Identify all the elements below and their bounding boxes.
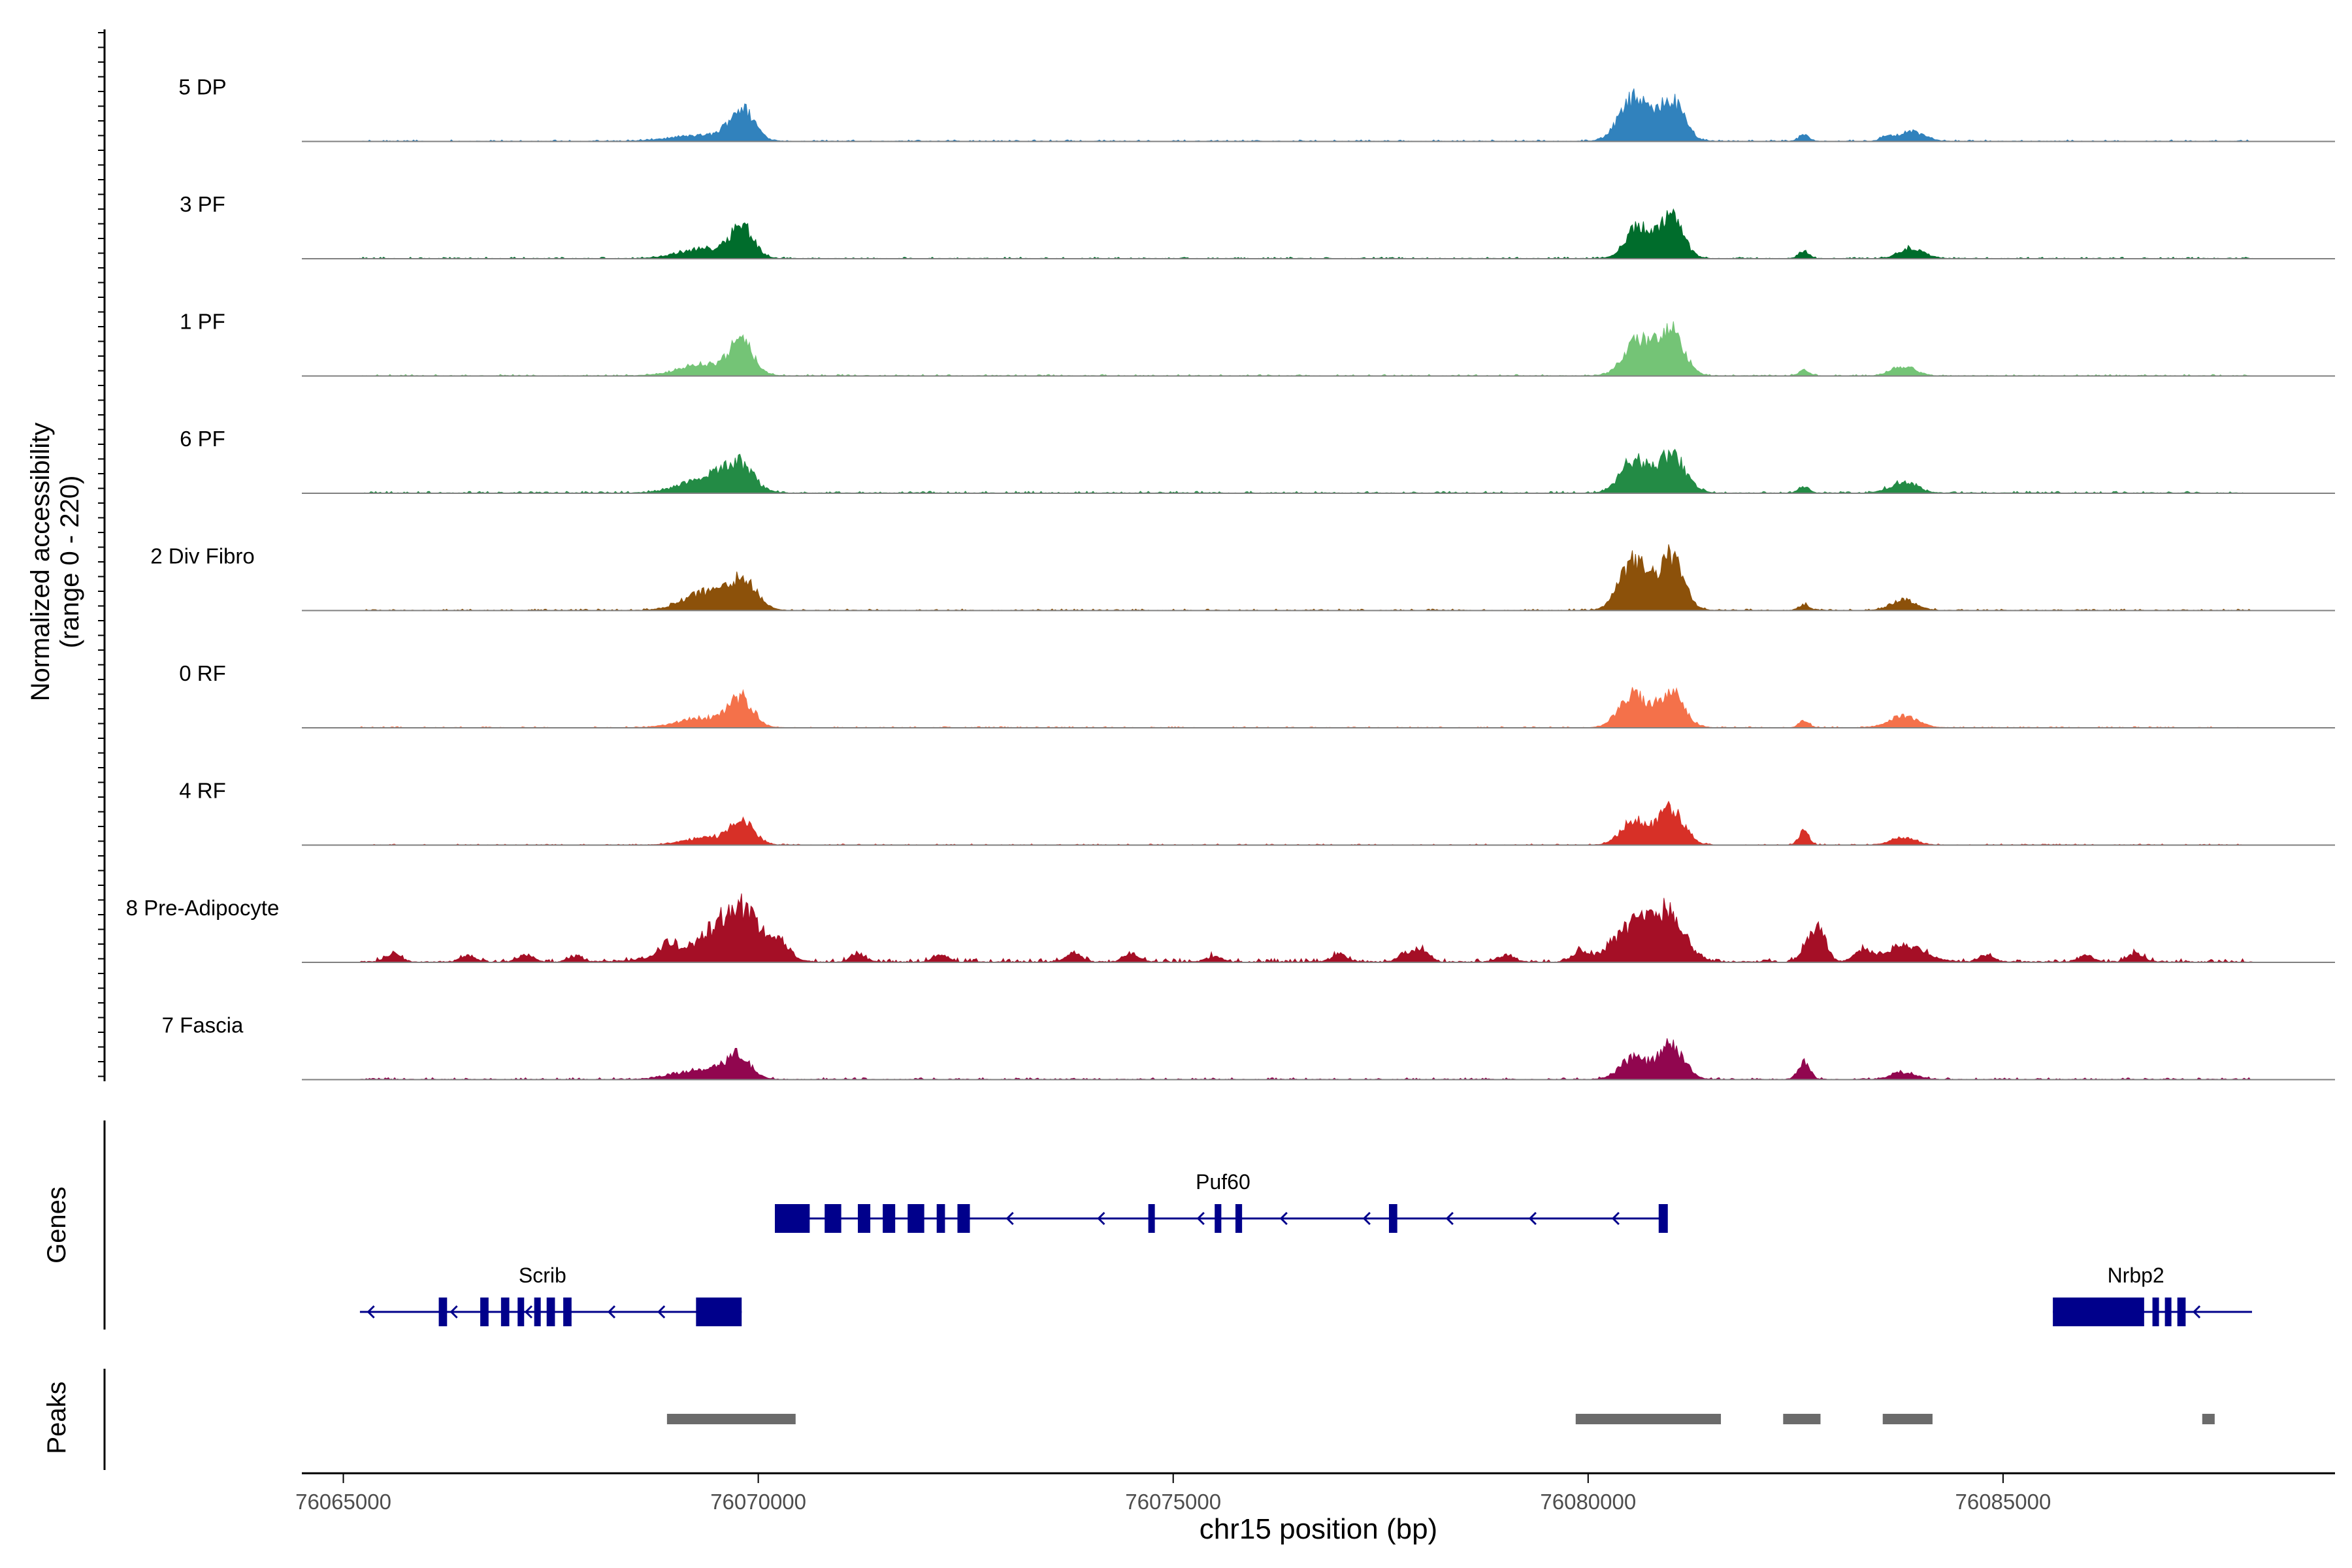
track-label: 8 Pre-Adipocyte xyxy=(126,896,280,920)
exon xyxy=(517,1298,525,1326)
gene-scrib: Scrib xyxy=(359,1264,742,1326)
exon xyxy=(1658,1204,1668,1233)
track-7-fascia: 7 Fascia xyxy=(162,1013,2335,1081)
strand-arrow xyxy=(1097,1211,1105,1226)
exon xyxy=(2152,1298,2159,1326)
exon xyxy=(858,1204,871,1233)
exon xyxy=(1388,1204,1397,1233)
track-label: 6 PF xyxy=(180,427,225,451)
x-tick-label: 76085000 xyxy=(1955,1490,2051,1514)
track-label: 3 PF xyxy=(180,192,225,216)
exon xyxy=(563,1298,572,1326)
track-2-div-fibro: 2 Div Fibro xyxy=(150,544,2335,612)
strand-arrow xyxy=(2192,1305,2201,1319)
gene-puf60: Puf60 xyxy=(775,1170,1668,1233)
strand-arrow xyxy=(1279,1211,1288,1226)
track-3-pf: 3 PF xyxy=(180,192,2335,259)
gene-label: Scrib xyxy=(519,1264,566,1287)
strand-arrow xyxy=(657,1305,666,1319)
strand-arrow xyxy=(1528,1211,1537,1226)
track-6-pf: 6 PF xyxy=(180,427,2335,494)
gene-nrbp2: Nrbp2 xyxy=(2053,1264,2252,1326)
exon xyxy=(480,1298,489,1326)
exon xyxy=(907,1204,924,1233)
exon xyxy=(957,1204,970,1233)
exon xyxy=(438,1298,448,1326)
strand-arrow xyxy=(449,1305,458,1319)
y-axis-title: Normalized accessibility xyxy=(26,423,55,702)
exon xyxy=(696,1298,742,1326)
strand-arrow xyxy=(1445,1211,1454,1226)
x-tick-label: 76075000 xyxy=(1125,1490,1221,1514)
exon xyxy=(883,1204,896,1233)
strand-arrow xyxy=(1196,1211,1205,1226)
coverage-tracks: 5 DP 3 PF 1 PF 6 PF 2 Div Fibro 0 RF 4 RF 8 Pre… xyxy=(126,75,2335,1081)
gene-annotations: Puf60 Scrib Nrbp2 xyxy=(359,1170,2252,1326)
track-label: 5 DP xyxy=(178,75,226,99)
peak-bar xyxy=(2202,1414,2215,1424)
exon xyxy=(1148,1204,1155,1233)
exon xyxy=(500,1298,510,1326)
exon xyxy=(1215,1204,1222,1233)
track-4-rf: 4 RF xyxy=(179,779,2335,846)
x-axis-title: chr15 position (bp) xyxy=(1200,1513,1437,1545)
peak-bar xyxy=(1783,1414,1821,1424)
exon xyxy=(546,1298,555,1326)
strand-arrow xyxy=(607,1305,616,1319)
exon xyxy=(2053,1298,2144,1326)
exon xyxy=(2164,1298,2172,1326)
x-tick-label: 76065000 xyxy=(295,1490,391,1514)
gene-label: Puf60 xyxy=(1196,1170,1250,1194)
genes-panel-label: Genes xyxy=(42,1186,71,1264)
peak-bar xyxy=(666,1414,796,1424)
track-label: 7 Fascia xyxy=(162,1013,244,1037)
track-8-pre-adipocyte: 8 Pre-Adipocyte xyxy=(126,893,2335,963)
x-tick-label: 76070000 xyxy=(710,1490,806,1514)
peak-regions xyxy=(666,1414,2215,1424)
track-1-pf: 1 PF xyxy=(180,310,2335,377)
exon xyxy=(1235,1204,1243,1233)
strand-arrow xyxy=(1611,1211,1620,1226)
gene-label: Nrbp2 xyxy=(2108,1264,2164,1287)
coverage-area xyxy=(359,893,2253,963)
peak-bar xyxy=(1575,1414,1722,1424)
strand-arrow xyxy=(367,1305,375,1319)
peak-bar xyxy=(1882,1414,1933,1424)
coverage-y-ticks xyxy=(98,32,105,1077)
peaks-panel-label: Peaks xyxy=(42,1381,71,1454)
exon xyxy=(534,1298,541,1326)
exon xyxy=(825,1204,841,1233)
exon xyxy=(936,1204,945,1233)
strand-arrow xyxy=(524,1305,533,1319)
x-axis-ticks: 76065000 76070000 76075000 76080000 76085000 xyxy=(295,1473,2051,1514)
track-label: 1 PF xyxy=(180,310,225,334)
exon xyxy=(2177,1298,2186,1326)
y-axis-range: (range 0 - 220) xyxy=(56,476,84,649)
strand-arrow xyxy=(1005,1211,1014,1226)
x-tick-label: 76080000 xyxy=(1540,1490,1636,1514)
exon xyxy=(775,1204,810,1233)
track-0-rf: 0 RF xyxy=(179,661,2335,728)
strand-arrow xyxy=(1362,1211,1371,1226)
track-5-dp: 5 DP xyxy=(178,75,2335,142)
track-label: 2 Div Fibro xyxy=(150,544,255,568)
strand-arrow xyxy=(2059,1305,2068,1319)
track-label: 0 RF xyxy=(179,661,226,685)
track-label: 4 RF xyxy=(179,779,226,803)
